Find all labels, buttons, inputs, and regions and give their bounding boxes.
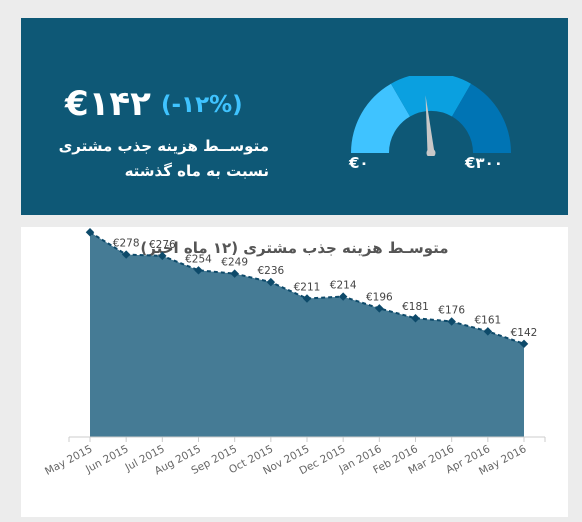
- data-label: €181: [402, 301, 429, 313]
- data-label: €214: [330, 280, 357, 292]
- gauge-segment-high: [452, 83, 511, 153]
- data-point: [338, 292, 348, 301]
- data-label: €142: [511, 327, 538, 339]
- kpi-description: متوســط هزینه جذب مشتری نسبت به ماه گذشت…: [58, 137, 269, 180]
- kpi-change: (-۱۲%): [161, 92, 243, 118]
- data-point: [230, 269, 239, 278]
- kpi-value: €۱۴۲: [65, 84, 151, 124]
- data-label: €249: [221, 257, 248, 269]
- data-point: [411, 313, 420, 323]
- data-point: [483, 327, 493, 336]
- data-point: [266, 277, 276, 287]
- data-point: [375, 304, 384, 313]
- data-point: [121, 250, 131, 259]
- data-point: [194, 266, 203, 275]
- gauge: [351, 76, 511, 156]
- data-point: [519, 339, 529, 349]
- data-label: €176: [438, 305, 465, 317]
- data-point: [302, 294, 312, 303]
- data-label: €278: [113, 238, 140, 250]
- data-label: €211: [294, 282, 321, 294]
- data-label: €236: [257, 265, 284, 277]
- gauge-segment-mid: [391, 76, 471, 117]
- data-label: €276: [149, 239, 176, 251]
- gauge-max-label: €۳۰۰: [465, 154, 503, 172]
- kpi-panel: €۱۴۲ (-۱۲%) متوســط هزینه جذب مشتری نسبت…: [21, 18, 568, 215]
- area-fill: [90, 232, 524, 437]
- data-label: €196: [366, 291, 393, 303]
- x-tick-label: May 2015: [43, 443, 94, 478]
- data-label: €161: [474, 314, 501, 326]
- gauge-min-label: €۰: [349, 154, 369, 172]
- data-point: [447, 317, 456, 326]
- gauge-segment-low: [351, 83, 410, 153]
- chart-title: متوسـط هزینه جذب مشتری (۱۲ ماه اخیر): [140, 239, 449, 257]
- gauge-needle: [425, 95, 436, 156]
- chart-panel: متوسـط هزینه جذب مشتری (۱۲ ماه اخیر) €31…: [21, 227, 568, 517]
- data-label: €254: [185, 253, 212, 265]
